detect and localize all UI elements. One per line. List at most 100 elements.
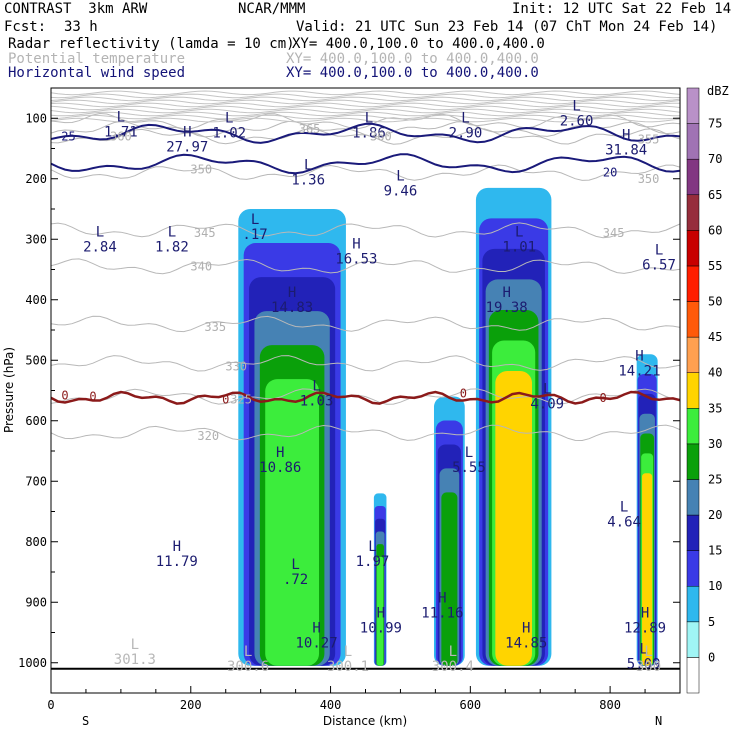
wind-extremum-value: 1.82 [155, 239, 189, 255]
theta-extremum-value: 300.6 [227, 659, 269, 675]
y-tick-label: 400 [25, 293, 47, 307]
wind-extremum-value: 1.02 [212, 126, 246, 142]
wind-extremum-type: H [312, 621, 320, 637]
wind-extremum-type: L [572, 98, 580, 114]
colorbar-label: 65 [708, 188, 722, 202]
wind-extremum-value: 14.21 [618, 363, 660, 379]
reflectivity-band-30 [377, 556, 384, 666]
colorbar-label: 40 [708, 366, 722, 380]
wind-extremum-type: L [655, 242, 663, 258]
reflectivity-field [238, 187, 658, 666]
colorbar-label: 35 [708, 401, 722, 415]
theta-contour-335 [51, 315, 680, 333]
wind-extremum-type: L [304, 158, 312, 174]
wind-extremum-value: 5.55 [452, 460, 486, 476]
wind-extremum-value: 16.53 [335, 251, 377, 267]
colorbar-swatch [686, 443, 700, 480]
x-tick-label: 0 [47, 698, 54, 712]
colorbar-swatch [686, 479, 700, 516]
freezing-level-label: 0 [89, 390, 96, 404]
wind-extremum-type: L [396, 169, 404, 185]
y-tick-label: 100 [25, 111, 47, 125]
freezing-level-label: 0 [600, 391, 607, 405]
theta-contour-upper [51, 117, 680, 123]
wind-extremum-value: 14.83 [271, 300, 313, 316]
colorbar-swatch [686, 408, 700, 445]
wind-extremum-value: 4.09 [530, 397, 564, 413]
field-name-theta: Potential temperature [8, 51, 186, 67]
wind-extremum-value: 2.90 [449, 126, 483, 142]
wind-contour-20 [51, 153, 680, 175]
colorbar-label: 60 [708, 223, 722, 237]
freezing-level-line [51, 390, 680, 405]
colorbar: 0 5 10 15 20 25 30 35 40 45 50 55 60 65 70 75 [686, 87, 722, 694]
wind-extremum-type: H [635, 348, 643, 364]
colorbar-label: 20 [708, 508, 722, 522]
reflectivity-cell-0 [238, 209, 346, 666]
colorbar-label: 45 [708, 330, 722, 344]
theta-contour-label: 350 [190, 163, 212, 177]
theta-contour-label: 320 [197, 429, 219, 443]
theta-contour-345 [51, 222, 680, 239]
colorbar-swatch [686, 336, 700, 373]
wind-extremum-type: H [522, 621, 530, 637]
theta-contour-365 [51, 112, 680, 130]
theta-contour-350 [51, 164, 680, 181]
wind-extremum-type: H [641, 605, 649, 621]
wind-extremum-type: L [639, 642, 647, 658]
theta-contour-upper [51, 114, 680, 120]
wind-extremum-type: L [365, 111, 373, 127]
wind-extremum-type: L [368, 539, 376, 555]
field-xy-wind: XY= 400.0,100.0 to 400.0,400.0 [286, 65, 539, 81]
x-axis-title: Distance (km) [323, 714, 407, 728]
y-tick-label: 900 [25, 595, 47, 609]
header-fcst-label: Fcst: [4, 19, 47, 35]
wind-extremum-value: 1.36 [291, 173, 325, 189]
colorbar-swatch [686, 657, 700, 694]
theta-contour-label: 330 [225, 359, 247, 373]
theta-contour-360 [51, 120, 680, 138]
wind-extremum-type: L [465, 445, 473, 461]
colorbar-label: 10 [708, 579, 722, 593]
freezing-level-label: 0 [460, 387, 467, 401]
wind-extremum-value: 2.60 [560, 113, 594, 129]
theta-extremum-type: L [131, 637, 139, 653]
theta-extremum-type: L [644, 644, 652, 660]
wind-contour-25 [51, 122, 680, 144]
colorbar-label: 0 [708, 650, 715, 664]
x-tick-label: 800 [599, 698, 621, 712]
x-end-label-left: S [82, 714, 89, 728]
wind-extremum-value: 19.38 [486, 300, 528, 316]
field-xy-reflectivity: XY= 400.0,100.0 to 400.0,400.0 [292, 36, 545, 52]
colorbar-label: 30 [708, 437, 722, 451]
y-axis-title: Pressure (hPa) [2, 347, 16, 433]
wind-extremum-value: 1.97 [356, 554, 390, 570]
colorbar-label: 75 [708, 117, 722, 131]
wind-extremum-value: 5.09 [627, 657, 661, 673]
reflectivity-band-35 [642, 473, 653, 666]
theta-contour-label: 365 [299, 122, 321, 136]
theta-contour-340 [51, 258, 680, 275]
wind-contour-label: 20 [603, 166, 617, 180]
colorbar-unit: dBZ [707, 84, 729, 98]
theta-contour-label: 350 [638, 172, 660, 186]
field-xy-theta: XY= 400.0,100.0 to 400.0,400.0 [286, 51, 539, 67]
freezing-level-label: 0 [61, 388, 68, 402]
wind-contour-label: 25 [61, 129, 75, 143]
wind-extremum-type: L [620, 500, 628, 516]
colorbar-label: 55 [708, 259, 722, 273]
wind-extremum-type: L [117, 109, 125, 125]
y-tick-label: 200 [25, 172, 47, 186]
colorbar-swatch [686, 87, 700, 124]
reflectivity-cell-2 [433, 396, 465, 666]
colorbar-swatch [686, 265, 700, 302]
theta-extremum-type: L [344, 644, 352, 660]
wind-extremum-type: L [251, 212, 259, 228]
wind-extremum-type: H [288, 285, 296, 301]
colorbar-swatch [686, 550, 700, 587]
y-tick-label: 700 [25, 474, 47, 488]
wind-extremum-value: 9.46 [384, 184, 418, 200]
wind-extremum-value: 2.84 [83, 239, 117, 255]
